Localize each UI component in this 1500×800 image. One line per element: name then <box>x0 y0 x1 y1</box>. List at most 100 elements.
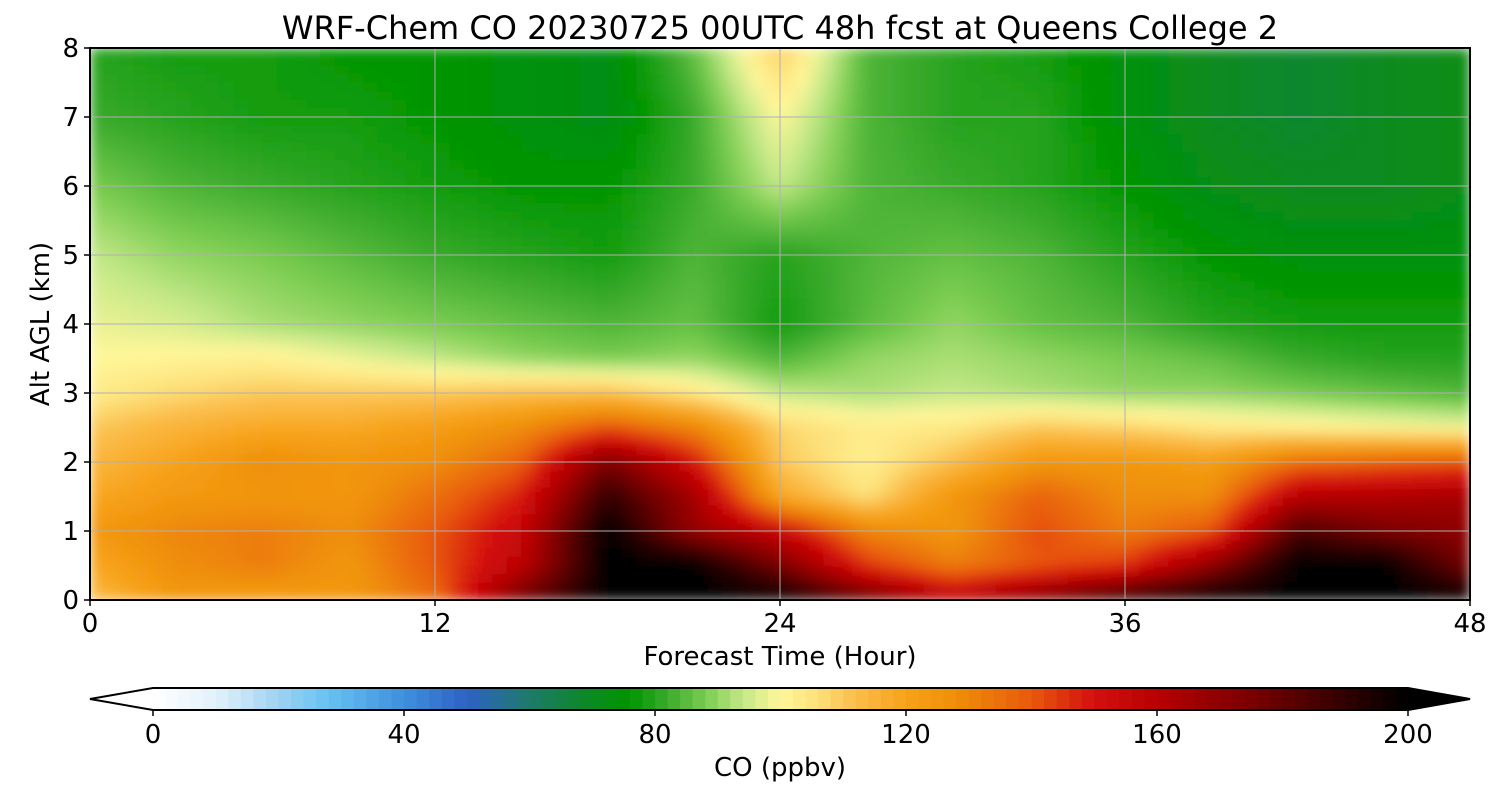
heatmap-cell <box>607 324 623 334</box>
heatmap-cell <box>550 341 566 351</box>
heatmap-cell <box>765 349 781 360</box>
heatmap-cell <box>1369 211 1385 222</box>
heatmap-cell <box>334 462 350 472</box>
heatmap-cell <box>1340 108 1356 118</box>
heatmap-cell <box>1081 73 1098 84</box>
heatmap-cell <box>736 73 753 84</box>
heatmap-cell <box>952 211 968 222</box>
heatmap-cell <box>1412 487 1428 498</box>
heatmap-cell <box>1412 332 1428 343</box>
heatmap-cell <box>90 48 106 58</box>
heatmap-cell <box>1441 410 1457 420</box>
heatmap-cell <box>1125 427 1141 437</box>
heatmap-cell <box>233 375 249 386</box>
heatmap-cell <box>751 410 767 420</box>
heatmap-cell <box>880 194 896 205</box>
heatmap-cell <box>550 91 566 101</box>
heatmap-cell <box>1081 229 1098 239</box>
heatmap-cell <box>1153 453 1169 463</box>
heatmap-cell <box>1283 462 1299 472</box>
heatmap-cell <box>291 479 307 489</box>
heatmap-cell <box>363 427 379 437</box>
heatmap-cell <box>607 410 623 420</box>
heatmap-cell <box>1153 91 1169 101</box>
heatmap-cell <box>262 82 278 92</box>
heatmap-cell <box>291 203 307 213</box>
heatmap-cell <box>363 401 379 412</box>
heatmap-cell <box>521 332 537 343</box>
heatmap-cell <box>650 453 666 463</box>
heatmap-cell <box>406 280 422 291</box>
heatmap-cell <box>895 203 911 213</box>
heatmap-cell <box>291 237 307 248</box>
heatmap-cell <box>377 427 393 437</box>
heatmap-cell <box>1283 393 1299 403</box>
heatmap-cell <box>334 272 350 282</box>
heatmap-cell <box>1153 367 1169 377</box>
heatmap-cell <box>1196 367 1213 377</box>
heatmap-cell <box>765 229 781 239</box>
heatmap-cell <box>176 203 192 213</box>
heatmap-cell <box>305 168 321 179</box>
heatmap-cell <box>909 298 925 308</box>
heatmap-cell <box>1024 393 1040 403</box>
heatmap-cell <box>1369 142 1385 153</box>
heatmap-cell <box>205 462 221 472</box>
heatmap-cell <box>1268 384 1284 394</box>
heatmap-cell <box>377 194 393 205</box>
heatmap-cell <box>1311 341 1328 351</box>
heatmap-cell <box>449 436 465 446</box>
heatmap-cell <box>1067 99 1083 110</box>
heatmap-cell <box>1067 177 1083 187</box>
heatmap-cell <box>1311 73 1328 84</box>
heatmap-cell <box>765 289 781 299</box>
heatmap-cell <box>593 186 609 196</box>
heatmap-cell <box>1455 237 1470 248</box>
heatmap-cell <box>880 142 896 153</box>
heatmap-cell <box>506 255 523 265</box>
heatmap-cell <box>1024 418 1040 429</box>
heatmap-cell <box>377 289 393 299</box>
heatmap-cell <box>334 151 350 161</box>
heatmap-cell <box>334 125 350 136</box>
heatmap-cell <box>1211 56 1227 67</box>
heatmap-cell <box>1125 384 1141 394</box>
heatmap-cell <box>291 263 307 274</box>
heatmap-cell <box>1383 142 1399 153</box>
heatmap-cell <box>1426 194 1443 205</box>
heatmap-cell <box>1168 186 1184 196</box>
heatmap-cell <box>1355 375 1371 386</box>
heatmap-cell <box>435 108 451 118</box>
heatmap-cell <box>1010 177 1026 187</box>
heatmap-cell <box>1081 263 1098 274</box>
heatmap-cell <box>1254 246 1270 256</box>
heatmap-cell <box>1110 384 1126 394</box>
heatmap-cell <box>1240 367 1256 377</box>
heatmap-cell <box>147 410 163 420</box>
heatmap-cell <box>233 410 249 420</box>
heatmap-cell <box>621 453 638 463</box>
heatmap-cell <box>1225 280 1241 291</box>
heatmap-cell <box>492 367 508 377</box>
heatmap-cell <box>1211 160 1227 170</box>
heatmap-cell <box>176 306 192 317</box>
heatmap-cell <box>205 332 221 343</box>
heatmap-cell <box>1182 177 1198 187</box>
heatmap-cell <box>621 427 638 437</box>
heatmap-cell <box>449 332 465 343</box>
heatmap-cell <box>535 99 551 110</box>
heatmap-cell <box>521 263 537 274</box>
heatmap-cell <box>1168 436 1184 446</box>
heatmap-cell <box>1254 255 1270 265</box>
heatmap-cell <box>550 151 566 161</box>
heatmap-cell <box>1426 349 1443 360</box>
heatmap-cell <box>233 186 249 196</box>
heatmap-cell <box>895 315 911 325</box>
heatmap-cell <box>679 341 695 351</box>
heatmap-cell <box>377 384 393 394</box>
heatmap-cell <box>995 272 1011 282</box>
heatmap-cell <box>981 479 997 489</box>
heatmap-cell <box>1081 160 1098 170</box>
heatmap-cell <box>291 117 307 127</box>
heatmap-cell <box>966 487 983 498</box>
